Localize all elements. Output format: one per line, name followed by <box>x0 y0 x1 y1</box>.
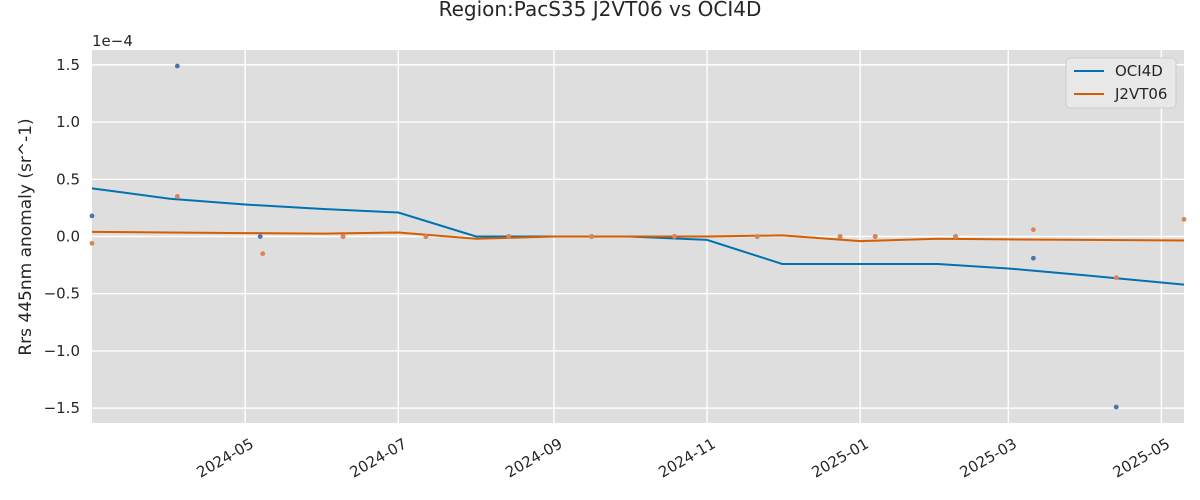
scatter-point <box>89 240 95 246</box>
x-tick-labels: 2024-05 2024-07 2024-09 2024-11 2025-01 2025-… <box>193 435 1173 482</box>
y-tick-labels: −1.5 −1.0 −0.5 0.0 0.5 1.0 1.5 <box>44 56 80 417</box>
scatter-point <box>89 213 95 219</box>
chart-title: Region:PacS35 J2VT06 vs OCI4D <box>439 0 762 21</box>
scatter-point <box>1113 404 1119 410</box>
x-tick-label: 2024-09 <box>502 435 565 482</box>
legend-label: OCI4D <box>1115 62 1163 80</box>
scatter-point <box>1030 227 1036 233</box>
scatter-point <box>506 234 512 239</box>
scatter-points <box>89 63 1187 410</box>
y-tick-label: −1.0 <box>44 342 80 360</box>
x-tick-label: 2025-05 <box>1110 435 1173 482</box>
scatter-point <box>1030 255 1036 261</box>
scatter-point <box>754 234 760 239</box>
x-tick-label: 2024-07 <box>347 435 410 482</box>
y-tick-label: 0.0 <box>56 228 80 246</box>
y-tick-label: −1.5 <box>44 399 80 417</box>
y-tick-label: 1.0 <box>56 113 80 131</box>
x-tick-label: 2024-11 <box>655 435 718 482</box>
scatter-point <box>1181 216 1187 222</box>
series-lines <box>91 187 1185 286</box>
scatter-point <box>174 194 180 199</box>
scatter-point <box>174 63 180 69</box>
scatter-point <box>260 251 266 257</box>
scatter-point <box>1113 275 1119 281</box>
scatter-point <box>340 234 346 239</box>
scatter-point <box>423 234 429 239</box>
y-scale-label: 1e−4 <box>92 32 133 50</box>
scatter-point <box>837 234 843 239</box>
y-tick-label: −0.5 <box>44 285 80 303</box>
scatter-point <box>257 234 263 239</box>
y-tick-label: 0.5 <box>56 170 80 188</box>
legend: OCI4D J2VT06 <box>1065 57 1177 109</box>
x-tick-label: 2024-05 <box>193 435 256 482</box>
scatter-point <box>953 234 958 239</box>
scatter-point <box>589 234 594 239</box>
y-tick-label: 1.5 <box>56 56 80 74</box>
legend-label: J2VT06 <box>1114 85 1167 103</box>
x-tick-label: 2025-03 <box>957 435 1020 482</box>
scatter-point <box>872 234 878 239</box>
y-axis-label: Rrs 445nm anomaly (sr^-1) <box>16 118 36 355</box>
series-line-j2vt06 <box>91 230 1185 243</box>
scatter-point <box>672 234 677 239</box>
x-tick-label: 2025-01 <box>808 435 871 482</box>
